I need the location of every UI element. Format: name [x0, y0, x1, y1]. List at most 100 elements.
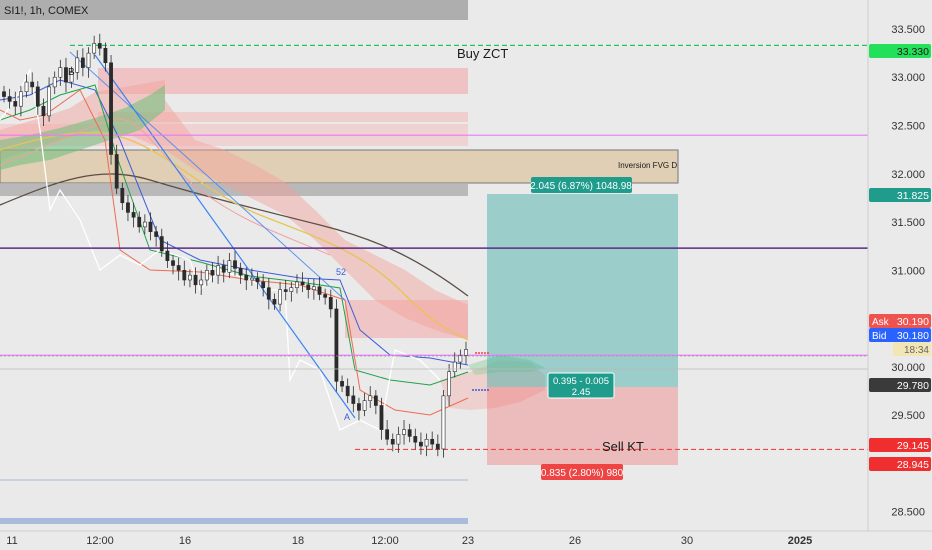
candle-body [103, 47, 108, 64]
candle-body [261, 281, 266, 289]
time-tick-label: 2025 [788, 535, 812, 547]
candle-body [126, 202, 130, 213]
candle-body [323, 294, 328, 298]
ask-value: 30.190 [897, 316, 929, 328]
time-tick-label: 11 [6, 535, 17, 547]
chikou-offset-line [0, 89, 469, 416]
candle-body [19, 91, 23, 107]
candle-body [458, 354, 463, 363]
buy-price-badge [869, 44, 931, 58]
stop-badge-text: 0.835 (2.80%) 980 [541, 468, 624, 479]
candle-body [340, 381, 344, 387]
trend-line-1[interactable] [94, 54, 356, 419]
candle-body [227, 260, 232, 273]
candle-body [13, 101, 18, 107]
candle-body [193, 274, 198, 286]
candle-body [142, 221, 147, 228]
candle-body [97, 43, 102, 49]
countdown-badge [893, 342, 931, 356]
profit-zone[interactable] [487, 194, 678, 387]
candle-body [311, 286, 316, 290]
price-tick-label: 28.500 [891, 507, 925, 519]
candle-body [447, 371, 451, 397]
stop-badge[interactable] [541, 464, 623, 480]
candle-body [35, 86, 40, 107]
candle-body [373, 395, 378, 406]
candle-body [159, 236, 164, 252]
candle-body [255, 277, 260, 283]
candle-body [317, 286, 322, 295]
candle-body [80, 57, 85, 68]
blue-zone-band [0, 518, 468, 524]
candle-body [250, 277, 254, 281]
kumo-future-bear [440, 360, 545, 410]
candle-body [238, 268, 243, 276]
candle-body [306, 284, 311, 290]
candle-body [58, 67, 63, 78]
target-badge[interactable] [531, 177, 632, 193]
supply-zone-2 [98, 112, 468, 122]
candle-body [424, 438, 429, 447]
time-tick-label: 26 [569, 535, 581, 547]
candle-body [24, 81, 29, 93]
candle-body [165, 250, 170, 261]
wave-a-label: A [344, 412, 350, 422]
candle-body [182, 270, 187, 281]
candle-body [300, 281, 305, 286]
price-tick-label: 31.000 [891, 265, 925, 277]
candle-body [283, 289, 288, 292]
candle-body [413, 436, 418, 443]
target-badge-text: 2.045 (6.87%) 1048.98 [530, 181, 632, 192]
candle-body [244, 274, 249, 281]
price-tick-label: 29.500 [891, 410, 925, 422]
time-tick-label: 12:00 [86, 535, 114, 547]
candle-body [385, 429, 390, 440]
candle-body [368, 395, 373, 401]
loss-zone[interactable] [487, 387, 678, 465]
candle-body [430, 438, 435, 445]
candle-body [114, 154, 119, 189]
price-tick-label: 32.000 [891, 169, 925, 181]
candle-body [137, 216, 142, 228]
candle-body [2, 91, 6, 97]
price-tick-label: 32.500 [891, 121, 925, 133]
ask-label: Ask [872, 317, 890, 328]
time-scale[interactable] [0, 531, 932, 550]
candle-body [379, 405, 384, 430]
candle-body [295, 281, 299, 289]
candle-body [154, 231, 159, 237]
header-band [0, 0, 468, 20]
candle-body [407, 429, 412, 437]
fvg-label: Inversion FVG D [618, 161, 677, 170]
target-price-text: 31.825 [897, 190, 929, 202]
ask-badge[interactable] [869, 314, 931, 328]
bid-badge[interactable] [869, 328, 931, 342]
wave-52-label: 52 [336, 267, 346, 277]
buy-price-text: 33.330 [897, 46, 929, 58]
chart-title: SI1!, 1h, COMEX [4, 5, 89, 17]
candle-body [216, 265, 220, 276]
candle-series [2, 33, 468, 458]
candle-body [452, 361, 457, 372]
candle-body [362, 400, 367, 411]
candle-body [75, 57, 80, 73]
candle-body [233, 260, 237, 269]
trend-line-2[interactable] [69, 51, 346, 301]
candle-body [435, 443, 440, 450]
ratio-badge[interactable] [547, 372, 615, 399]
kijun-offset-line [0, 118, 331, 256]
time-tick-label: 23 [462, 535, 474, 547]
chikou-span-line [0, 67, 441, 431]
sma-200-line [0, 173, 469, 297]
candle-body [334, 308, 339, 382]
candle-body [464, 349, 468, 356]
price-scale-ticks: 33.50033.00032.50032.00031.50031.00030.5… [891, 24, 925, 519]
sell-zone-label: Sell KT [602, 439, 644, 454]
candle-body [188, 274, 192, 281]
candle-body [289, 287, 294, 292]
time-tick-label: 30 [681, 535, 693, 547]
candle-body [272, 298, 277, 305]
sell-price-text: 29.145 [897, 440, 929, 452]
